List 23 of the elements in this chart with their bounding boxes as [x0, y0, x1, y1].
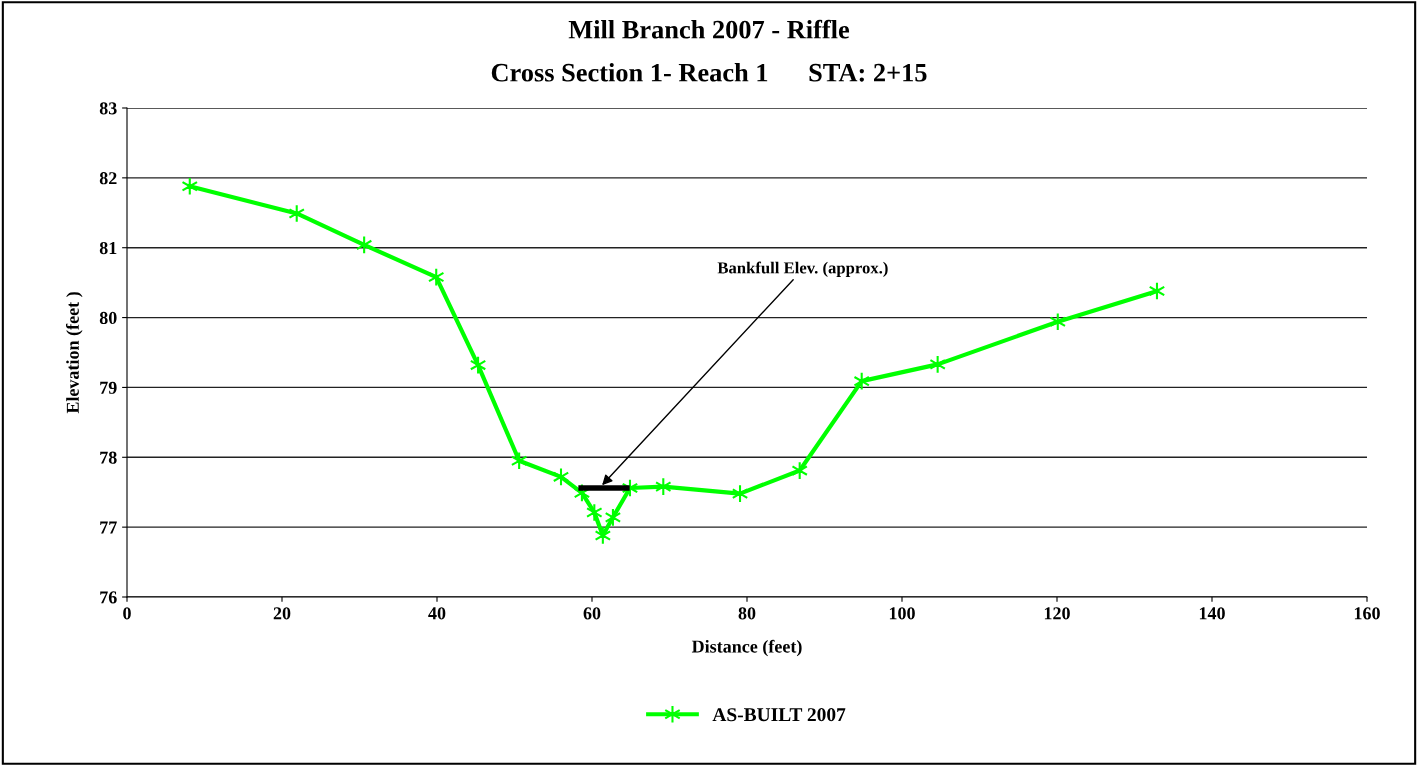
y-tick-label: 79	[100, 381, 117, 394]
x-tick-label: 120	[1044, 607, 1070, 620]
x-tick-label: 160	[1354, 607, 1380, 620]
y-tick-label: 78	[100, 451, 117, 464]
x-tick-label: 20	[273, 607, 291, 620]
y-tick-label: 81	[99, 241, 117, 255]
chart-title: Mill Branch 2007 - Riffle	[568, 19, 850, 39]
x-tick-label: 80	[738, 607, 756, 620]
annotation: Bankfull Elev. (approx.)	[717, 261, 888, 277]
x-axis-title: Distance (feet)	[691, 639, 802, 657]
y-tick-label: 83	[99, 102, 117, 115]
y-tick-label: 80	[99, 311, 117, 325]
x-tick-label: 140	[1199, 607, 1225, 620]
x-tick-label: 100	[889, 607, 915, 620]
x-tick-label: 0	[123, 607, 131, 620]
y-tick-label: 82	[99, 172, 117, 185]
chart-subtitle: Cross Section 1- Reach 1 STA: 2+15	[491, 63, 927, 82]
x-tick-label: 40	[428, 607, 446, 620]
legend-label: AS-BUILT 2007	[712, 708, 846, 722]
y-tick-label: 77	[100, 521, 117, 534]
x-tick-label: 60	[583, 607, 601, 620]
y-axis-title: Elevation (feet )	[66, 292, 83, 414]
y-tick-label: 76	[100, 591, 117, 604]
